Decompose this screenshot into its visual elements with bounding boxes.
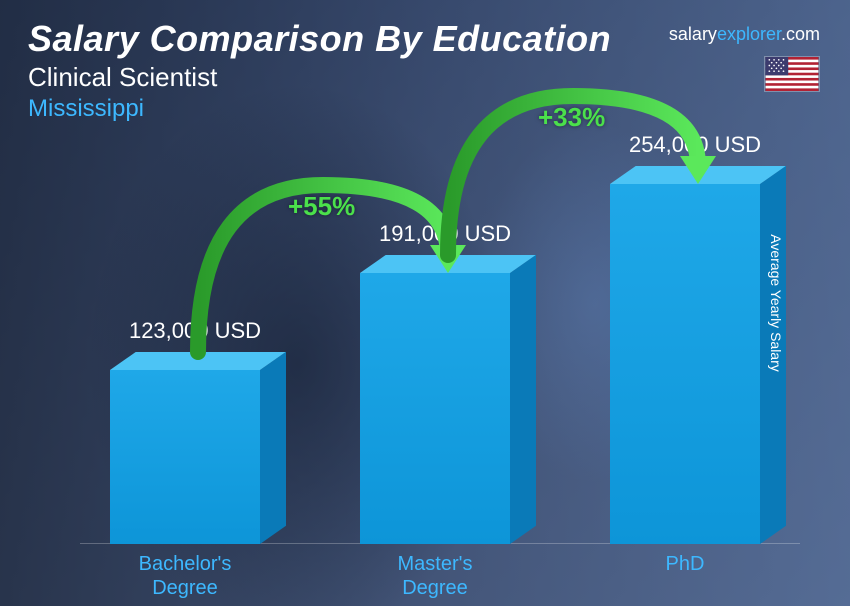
bar-front bbox=[610, 184, 760, 544]
watermark: salaryexplorer.com bbox=[669, 24, 820, 45]
bar-value: 191,000 USD bbox=[345, 221, 545, 247]
bar-1: 191,000 USDMaster'sDegree bbox=[360, 273, 510, 544]
bar-front bbox=[110, 370, 260, 544]
location: Mississippi bbox=[28, 95, 822, 123]
bar-top bbox=[360, 255, 536, 273]
bar-value: 123,000 USD bbox=[95, 318, 295, 344]
bar-label: Bachelor'sDegree bbox=[95, 552, 275, 600]
arrow-pct-0: +55% bbox=[288, 191, 355, 222]
watermark-mid: explorer bbox=[717, 24, 781, 44]
bar-2: 254,000 USDPhD bbox=[610, 184, 760, 544]
bar-label: PhD bbox=[595, 552, 775, 576]
bar-front bbox=[360, 273, 510, 544]
bar-value: 254,000 USD bbox=[595, 132, 795, 158]
bar-label: Master'sDegree bbox=[345, 552, 525, 600]
y-axis-label: Average Yearly Salary bbox=[767, 234, 783, 372]
us-flag-icon bbox=[764, 56, 820, 92]
watermark-suffix: .com bbox=[781, 24, 820, 44]
bar-top bbox=[610, 166, 786, 184]
bar-side bbox=[260, 352, 286, 544]
bar-side bbox=[510, 255, 536, 544]
watermark-prefix: salary bbox=[669, 24, 717, 44]
job-title: Clinical Scientist bbox=[28, 62, 822, 93]
bar-top bbox=[110, 352, 286, 370]
bar-0: 123,000 USDBachelor'sDegree bbox=[110, 370, 260, 544]
